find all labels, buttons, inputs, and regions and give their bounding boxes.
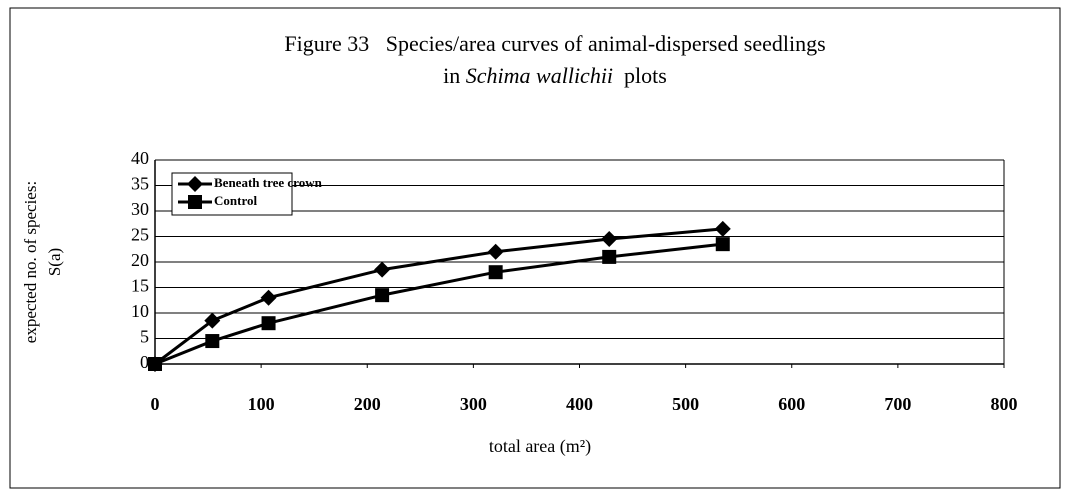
marker	[204, 312, 221, 329]
title-part: plots	[613, 63, 667, 88]
marker	[602, 249, 617, 264]
x-tick-label: 0	[151, 394, 160, 414]
marker	[261, 316, 276, 331]
x-tick-label: 800	[991, 394, 1018, 414]
marker	[488, 265, 503, 280]
x-axis-label: total area (m²)	[489, 436, 591, 457]
y-tick-label: 30	[131, 199, 149, 219]
y-axis-label-line: expected no. of species:	[21, 181, 40, 343]
marker	[205, 334, 220, 349]
legend-label: Control	[214, 193, 257, 208]
marker	[375, 288, 390, 303]
legend-label: Beneath tree crown	[214, 175, 323, 190]
y-tick-label: 5	[140, 327, 149, 347]
x-tick-label: 500	[672, 394, 699, 414]
y-tick-label: 35	[131, 174, 149, 194]
y-axis-label-line: S(a)	[45, 248, 64, 276]
marker	[714, 220, 731, 237]
chart-title: Figure 33 Species/area curves of animal-…	[284, 31, 825, 56]
marker	[487, 243, 504, 260]
series-line	[154, 227, 723, 366]
chart-frame	[9, 7, 1061, 489]
y-axis-label: expected no. of species: S(a)	[21, 181, 64, 343]
x-tick-label: 300	[460, 394, 487, 414]
y-tick-label: 10	[131, 301, 149, 321]
legend-marker	[187, 176, 203, 192]
y-tick-label: 20	[131, 250, 149, 270]
legend-marker	[188, 195, 202, 209]
marker	[374, 261, 391, 278]
marker	[260, 289, 277, 306]
x-tick-label: 400	[566, 394, 593, 414]
marker	[601, 231, 618, 248]
marker	[148, 357, 162, 371]
x-tick-label: 200	[354, 394, 381, 414]
chart-title: in Schima wallichii plots	[443, 63, 667, 88]
title-part: in	[443, 63, 466, 88]
y-tick-label: 15	[131, 276, 149, 296]
x-tick-label: 100	[248, 394, 275, 414]
y-tick-label: 0	[140, 352, 149, 372]
x-tick-label: 600	[778, 394, 805, 414]
marker	[715, 237, 730, 252]
y-tick-label: 40	[131, 148, 149, 168]
x-tick-label: 700	[884, 394, 911, 414]
title-part: Schima wallichii	[466, 63, 613, 88]
y-tick-label: 25	[131, 225, 149, 245]
